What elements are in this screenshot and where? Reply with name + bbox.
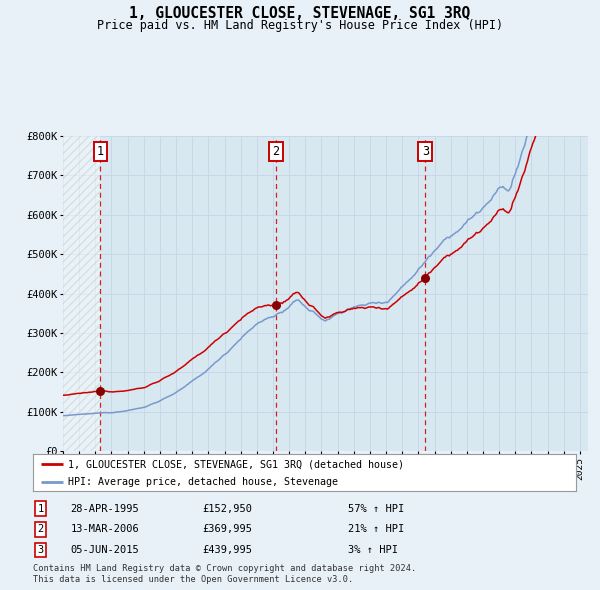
- Text: 3% ↑ HPI: 3% ↑ HPI: [348, 545, 398, 555]
- Text: £369,995: £369,995: [202, 525, 252, 534]
- Text: 2: 2: [272, 145, 280, 158]
- Text: 1: 1: [38, 504, 44, 513]
- Text: Contains HM Land Registry data © Crown copyright and database right 2024.: Contains HM Land Registry data © Crown c…: [33, 565, 416, 573]
- Text: 3: 3: [422, 145, 429, 158]
- Text: 1, GLOUCESTER CLOSE, STEVENAGE, SG1 3RQ: 1, GLOUCESTER CLOSE, STEVENAGE, SG1 3RQ: [130, 6, 470, 21]
- Text: HPI: Average price, detached house, Stevenage: HPI: Average price, detached house, Stev…: [68, 477, 338, 487]
- Text: 05-JUN-2015: 05-JUN-2015: [71, 545, 139, 555]
- Text: Price paid vs. HM Land Registry's House Price Index (HPI): Price paid vs. HM Land Registry's House …: [97, 19, 503, 32]
- Text: £439,995: £439,995: [202, 545, 252, 555]
- Text: 1, GLOUCESTER CLOSE, STEVENAGE, SG1 3RQ (detached house): 1, GLOUCESTER CLOSE, STEVENAGE, SG1 3RQ …: [68, 459, 404, 469]
- Text: 13-MAR-2006: 13-MAR-2006: [71, 525, 139, 534]
- Text: £152,950: £152,950: [202, 504, 252, 513]
- Text: 57% ↑ HPI: 57% ↑ HPI: [348, 504, 404, 513]
- Text: 28-APR-1995: 28-APR-1995: [71, 504, 139, 513]
- Bar: [63, 136, 100, 451]
- Text: 3: 3: [38, 545, 44, 555]
- Text: 2: 2: [38, 525, 44, 534]
- Text: 21% ↑ HPI: 21% ↑ HPI: [348, 525, 404, 534]
- Text: 1: 1: [97, 145, 104, 158]
- Text: This data is licensed under the Open Government Licence v3.0.: This data is licensed under the Open Gov…: [33, 575, 353, 584]
